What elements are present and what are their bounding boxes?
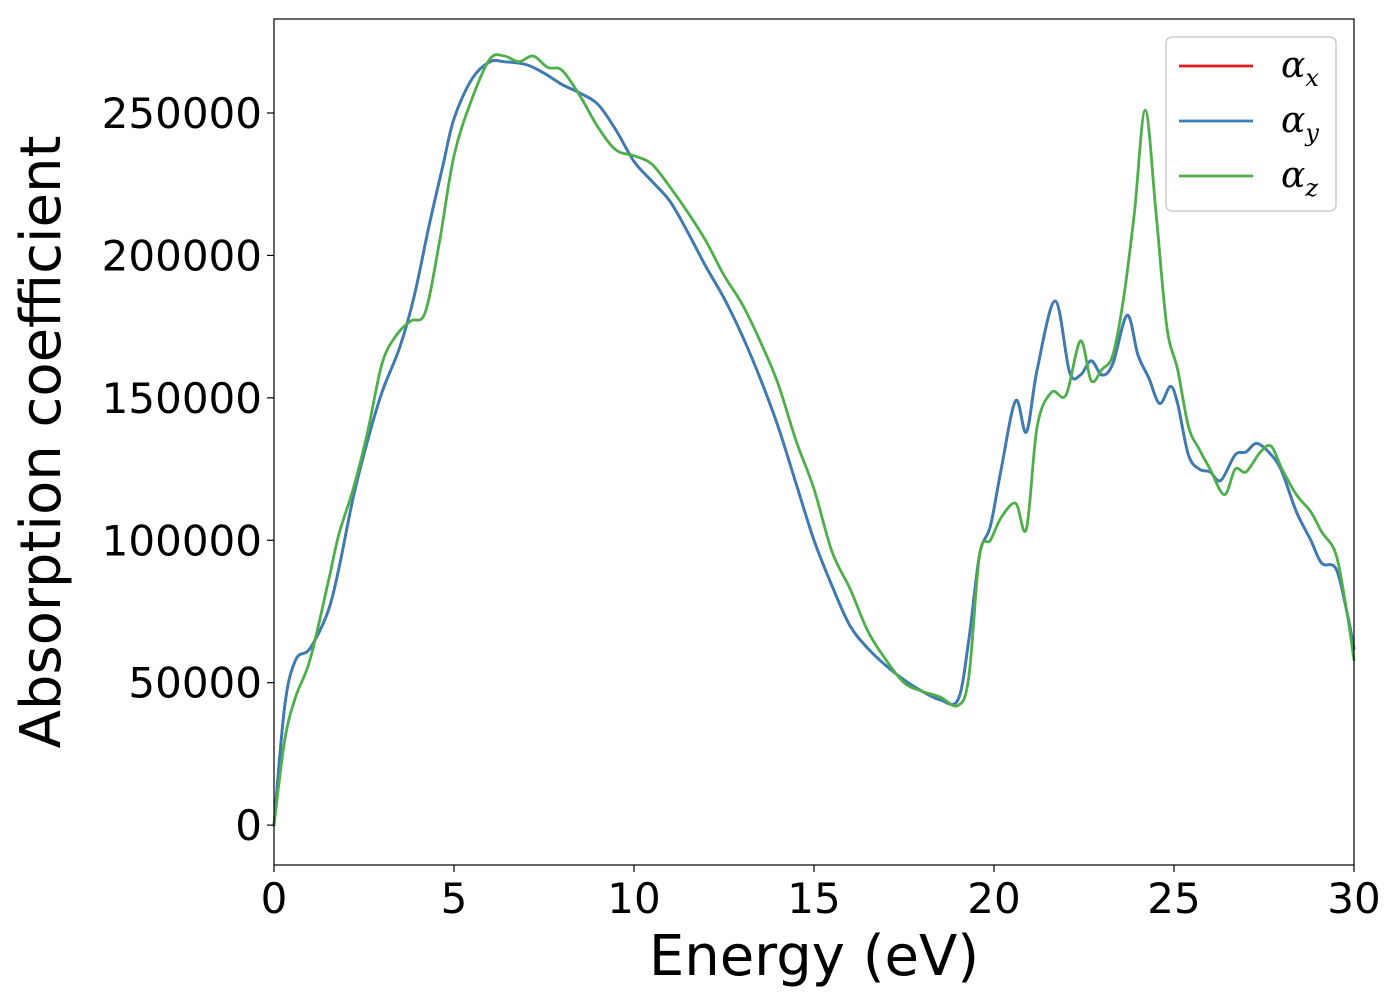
y-axis: 0 50000 100000 150000 200000 250000 <box>102 89 274 850</box>
x-tick-label: 10 <box>607 874 660 923</box>
series-line-αz <box>272 53 1356 827</box>
y-tick-label: 0 <box>235 801 262 850</box>
legend-box <box>1165 36 1337 212</box>
x-tick-label: 30 <box>1327 874 1380 923</box>
x-axis-title: Energy (eV) <box>649 924 979 989</box>
legend-label-subscript: z <box>1304 174 1318 202</box>
y-tick-label: 50000 <box>128 659 262 708</box>
y-tick-label: 150000 <box>102 374 262 423</box>
y-tick-label: 100000 <box>102 516 262 565</box>
x-tick-label: 5 <box>441 874 468 923</box>
legend-label-subscript: x <box>1305 64 1319 92</box>
y-tick-label: 200000 <box>102 231 262 280</box>
y-tick-label: 250000 <box>102 89 262 138</box>
x-tick-label: 20 <box>967 874 1020 923</box>
series-layer <box>272 53 1356 827</box>
x-axis: 0 5 10 15 20 25 30 <box>261 865 1381 923</box>
y-axis-title: Absorption coefficient <box>9 136 74 749</box>
x-tick-label: 25 <box>1147 874 1200 923</box>
legend-label-subscript: y <box>1304 119 1319 147</box>
x-tick-label: 15 <box>787 874 840 923</box>
x-tick-label: 0 <box>261 874 288 923</box>
